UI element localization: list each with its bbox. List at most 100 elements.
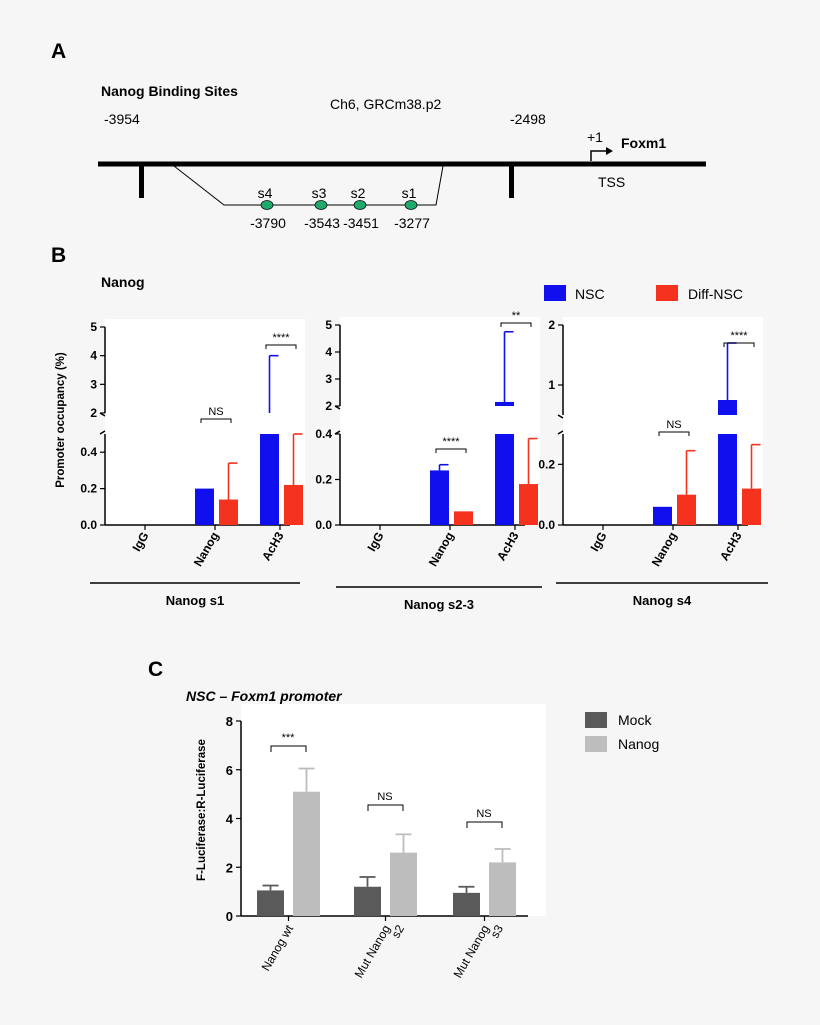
chip0-bar-nsc [195, 488, 214, 525]
chip1-significance-bracket [435, 448, 467, 453]
chip2-y-tick-label: 0.0 [538, 518, 555, 532]
chip0-bar-diff-nsc [284, 484, 303, 525]
luciferase-category-label: Mut Nanog [352, 923, 393, 981]
luciferase-y-axis-label: F-Luciferase:R-Luciferase [196, 739, 208, 881]
chip1-significance-label: ** [512, 310, 521, 322]
chip2-category-label: AcH3 [717, 529, 745, 563]
chip-title: Nanog [101, 274, 145, 290]
tss-label: TSS [598, 174, 625, 190]
chip1-significance-bracket [500, 322, 532, 327]
chip1-category-label: AcH3 [494, 529, 522, 563]
chip2-significance-bracket [723, 342, 755, 347]
panel-letter-b: B [51, 244, 66, 267]
binding-site-position-s4: -3790 [250, 215, 286, 231]
tss-arrowhead-icon [606, 147, 613, 155]
luciferase-category-label: Nanog wt [259, 922, 297, 973]
chromosome-label: Ch6, GRCm38.p2 [330, 96, 441, 112]
legend-label-mock: Mock [618, 712, 652, 728]
binding-sites-title: Nanog Binding Sites [101, 83, 238, 99]
chip1-bar-diff-nsc [454, 511, 473, 525]
left-coordinate: -3954 [104, 111, 140, 127]
luciferase-category-label: s2 [389, 922, 408, 940]
luciferase-category-label: Mut Nanog [451, 923, 492, 981]
gene-label: Foxm1 [621, 135, 666, 151]
chip2-category-label: Nanog [649, 530, 680, 569]
legend-swatch-mock [585, 712, 607, 728]
chip0-significance-label: NS [208, 406, 223, 418]
chip0-category-label: Nanog [191, 530, 222, 569]
chip1-bar-upper-nsc [495, 401, 514, 406]
chip0-bar-nsc [260, 434, 279, 525]
right-marker [509, 164, 514, 198]
zoom-outline [173, 165, 444, 206]
binding-site-position-s2: -3451 [343, 215, 379, 231]
chip2-significance-label: **** [730, 330, 748, 342]
chip1-category-label: IgG [364, 530, 386, 554]
legend-label-nanog: Nanog [618, 736, 659, 752]
chip2-y-tick-label-upper: 1 [548, 378, 555, 392]
binding-site-label-s2: s2 [351, 185, 366, 201]
panel-a: A Nanog Binding Sites Ch6, GRCm38.p2 -39… [51, 40, 706, 231]
luciferase-significance-bracket [367, 804, 404, 811]
luciferase-bar-mock [453, 892, 480, 916]
luciferase-title: NSC – Foxm1 promoter [186, 688, 343, 704]
panel-letter-c: C [148, 658, 163, 681]
binding-site-dot-s2 [353, 200, 367, 210]
luciferase-bar-mock [354, 886, 381, 916]
binding-site-dot-s1 [404, 200, 418, 210]
chip2-group-label: Nanog s4 [633, 593, 692, 608]
chip1-y-tick-label-upper: 5 [325, 318, 332, 332]
chip1-group-label: Nanog s2-3 [404, 597, 474, 612]
luciferase-bar-nanog [489, 862, 516, 916]
tss-plus-one: +1 [587, 129, 603, 145]
chip2-axis-break-upper [557, 414, 564, 419]
binding-site-position-s1: -3277 [394, 215, 430, 231]
binding-site-label-s1: s1 [402, 185, 417, 201]
luciferase-y-tick-label: 2 [226, 860, 233, 875]
chip2-category-label: IgG [587, 530, 609, 554]
chip1-significance-label: **** [442, 436, 460, 448]
chip0-significance-bracket [265, 344, 297, 349]
binding-sites: s4 -3790 s3 -3543 s2 -3451 s1 -3277 [250, 185, 430, 231]
chip0-y-tick-label: 0.4 [80, 445, 97, 459]
luciferase-significance-bracket [270, 745, 307, 752]
chip2-bar-nsc [718, 434, 737, 525]
luciferase-significance-label: *** [282, 732, 296, 744]
panel-letter-a: A [51, 40, 66, 63]
chip2-significance-bracket [658, 431, 690, 436]
chip1-category-label: Nanog [426, 530, 457, 569]
chip1-bar-nsc [430, 470, 449, 525]
left-marker [139, 164, 144, 198]
chip0-bar-diff-nsc [219, 499, 238, 525]
panel-c: C NSC – Foxm1 promoter F-Luciferase:R-Lu… [148, 658, 659, 980]
chip1-y-tick-label: 0.0 [315, 518, 332, 532]
right-coordinate: -2498 [510, 111, 546, 127]
chip0-category-label: AcH3 [259, 529, 287, 563]
chip2-significance-label: NS [666, 419, 681, 431]
luciferase-significance-label: NS [377, 791, 392, 803]
luciferase-significance-bracket [466, 821, 503, 828]
chip0-group-label: Nanog s1 [166, 593, 225, 608]
legend-swatch-diff-nsc [656, 285, 678, 301]
luciferase-bar-nanog [293, 791, 320, 916]
chip2-y-tick-label-upper: 2 [548, 318, 555, 332]
chip-chart-s1: 0.0 0.2 0.4 2 3 4 5 IgG Nanog AcH3 NS **** Nanog s1 [80, 319, 305, 608]
legend-swatch-nsc [544, 285, 566, 301]
luciferase-y-tick-label: 4 [226, 812, 234, 827]
chip2-bar-nsc [653, 506, 672, 525]
tss-arrow-icon [590, 150, 606, 161]
legend-label-diff-nsc: Diff-NSC [688, 286, 743, 302]
luciferase-bar-nanog [390, 852, 417, 916]
luciferase-y-tick-label: 6 [226, 763, 233, 778]
chip2-y-tick-label: 0.2 [538, 457, 555, 471]
chip1-y-tick-label-upper: 3 [325, 372, 332, 386]
chip1-y-tick-label: 0.4 [315, 427, 332, 441]
legend-label-nsc: NSC [575, 286, 605, 302]
luciferase-significance-label: NS [476, 808, 491, 820]
chip0-y-tick-label-upper: 2 [90, 406, 97, 420]
chip1-bar-diff-nsc [519, 484, 538, 525]
chip0-y-tick-label-upper: 4 [90, 349, 97, 363]
chip0-y-tick-label-upper: 5 [90, 320, 97, 334]
